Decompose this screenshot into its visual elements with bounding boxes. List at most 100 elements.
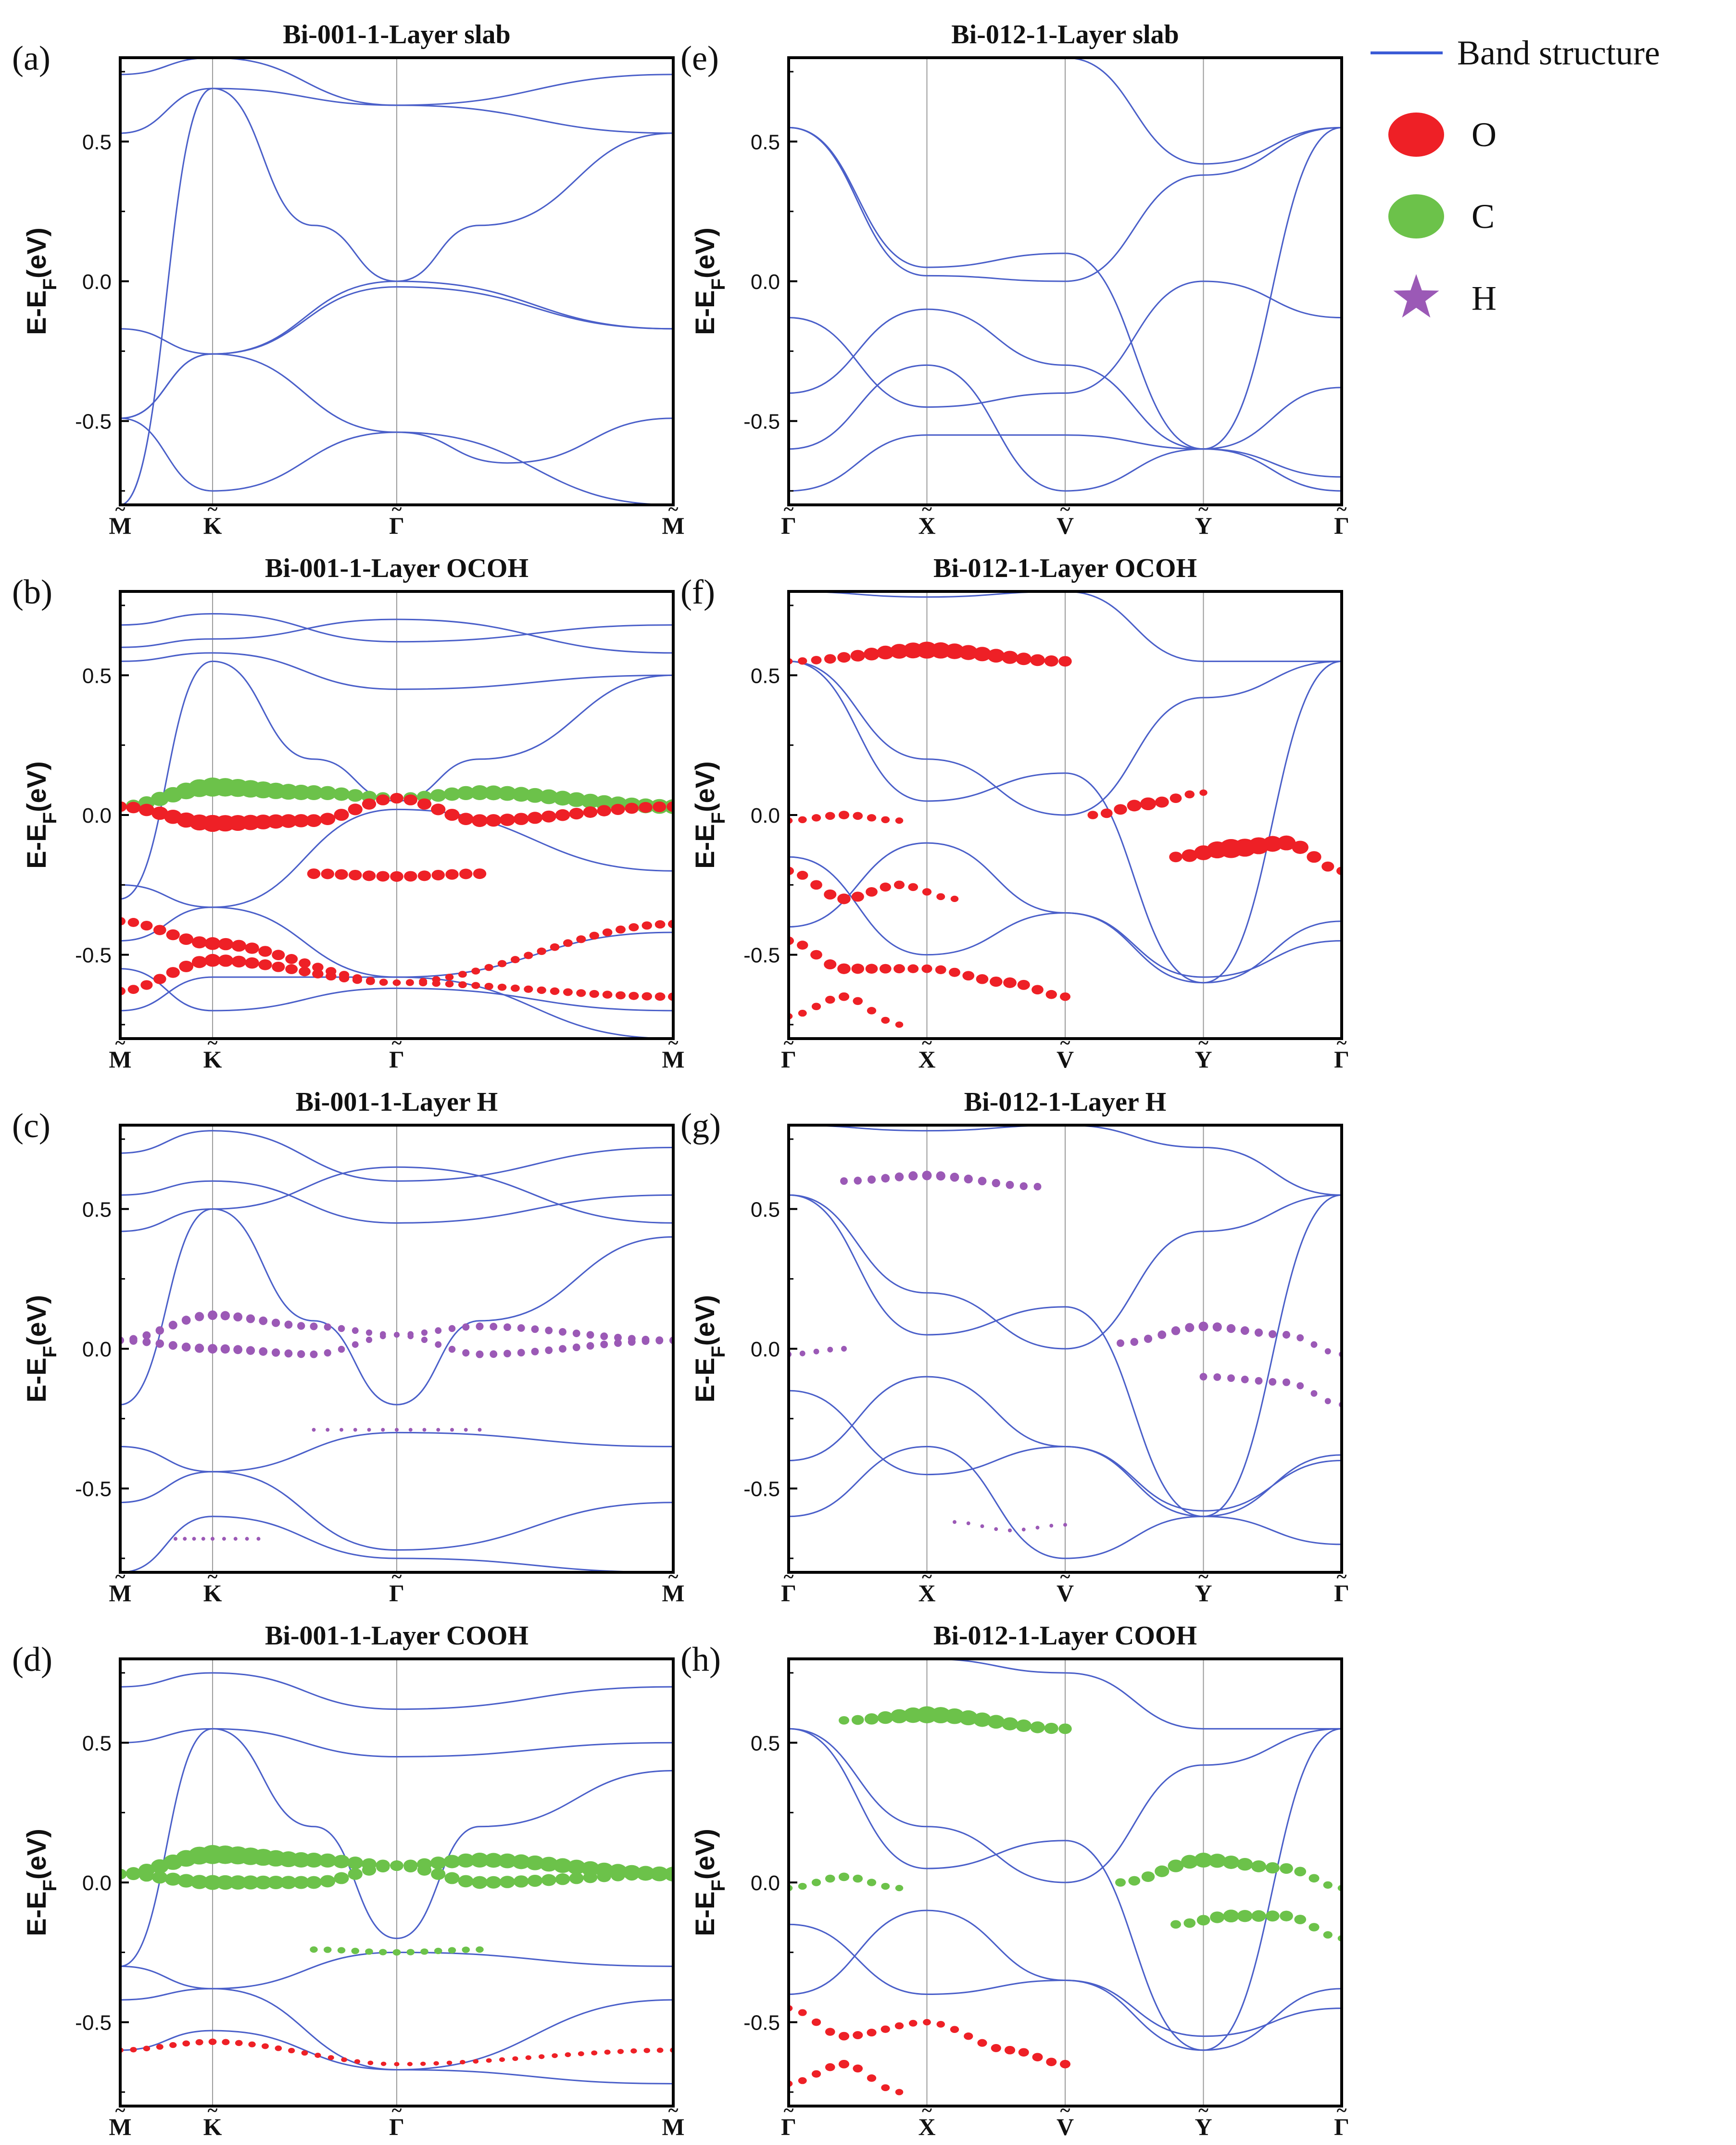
projection-O-marker bbox=[864, 648, 880, 661]
projection-H-marker bbox=[352, 1327, 359, 1334]
projection-H-marker bbox=[854, 1177, 862, 1185]
projection-O-marker bbox=[499, 814, 516, 826]
projection-O-marker bbox=[1058, 656, 1072, 667]
band-line bbox=[789, 434, 1342, 492]
y-tick-label: 0.0 bbox=[751, 804, 780, 828]
legend-item-c: C bbox=[1388, 194, 1495, 238]
plot-area bbox=[789, 1125, 1342, 1559]
panel-a: Bi-001-1-Layer slab (a) 0.5 0.0 -0.5 E-EF(eV)… bbox=[12, 20, 685, 539]
projection-C-marker bbox=[304, 1853, 323, 1868]
projection-O-marker bbox=[537, 947, 546, 955]
projection-O-marker bbox=[143, 2045, 151, 2052]
projection-H-marker bbox=[436, 1428, 440, 1432]
projection-C-marker bbox=[304, 785, 323, 800]
projection-H-marker bbox=[395, 1428, 399, 1432]
projection-H-marker bbox=[1049, 1524, 1054, 1528]
legend-circle-swatch bbox=[1388, 194, 1444, 238]
panel-d: Bi-001-1-Layer COOH (d) 0.5 0.0 -0.5 E-EF(eV)… bbox=[12, 1621, 685, 2140]
projection-O-marker bbox=[140, 921, 153, 931]
projection-O-marker bbox=[1184, 790, 1195, 799]
projection-O-marker bbox=[204, 954, 221, 967]
projection-H-marker bbox=[1227, 1374, 1235, 1382]
projection-O-marker bbox=[667, 801, 673, 812]
projection-C-marker bbox=[139, 1869, 154, 1882]
projection-O-marker bbox=[1018, 2048, 1029, 2057]
projection-O-marker bbox=[643, 2048, 650, 2053]
projection-O-marker bbox=[231, 955, 247, 968]
projection-C-marker bbox=[229, 1875, 247, 1890]
kpoint-tilde: ~ bbox=[668, 1566, 679, 1587]
projection-O-marker bbox=[576, 989, 586, 997]
band-line bbox=[120, 1951, 673, 1990]
projection-O-marker bbox=[471, 967, 480, 975]
y-axis-label: E-EF(eV) bbox=[21, 761, 61, 869]
projection-H-marker bbox=[379, 1333, 386, 1340]
legend-item-o: O bbox=[1388, 113, 1497, 157]
panel-h: Bi-012-1-Layer COOH (h) 0.5 0.0 -0.5 E-EF(eV)… bbox=[680, 1621, 1349, 2140]
projection-C-marker bbox=[417, 1864, 432, 1876]
projection-C-marker bbox=[444, 1872, 460, 1884]
kpoint-label: Γ bbox=[389, 2113, 404, 2140]
projection-H-marker bbox=[142, 1338, 151, 1346]
projection-H-marker bbox=[827, 1346, 833, 1353]
projection-O-marker bbox=[433, 2061, 439, 2066]
projection-C-marker bbox=[484, 1853, 503, 1868]
kpoint-tilde: ~ bbox=[1198, 498, 1208, 520]
projection-C-marker bbox=[403, 1861, 417, 1873]
projection-C-marker bbox=[567, 792, 586, 807]
projection-O-marker bbox=[262, 2043, 269, 2049]
projection-O-marker bbox=[272, 950, 285, 960]
projection-H-marker bbox=[220, 1311, 230, 1320]
projection-O-marker bbox=[394, 2062, 400, 2067]
projection-O-marker bbox=[1182, 849, 1198, 862]
kpoint-label: M bbox=[109, 512, 131, 539]
projection-O-marker bbox=[379, 979, 388, 986]
panel-title: Bi-001-1-Layer H bbox=[296, 1087, 498, 1117]
band-line bbox=[120, 1431, 673, 1473]
projection-O-marker bbox=[275, 2045, 282, 2051]
plot-area bbox=[120, 1130, 673, 1572]
y-tick-label: -0.5 bbox=[75, 2011, 112, 2035]
panel-letter: (e) bbox=[680, 39, 719, 77]
panels: Bi-001-1-Layer slab (a) 0.5 0.0 -0.5 E-EF(eV)… bbox=[12, 20, 1349, 2140]
projection-O-marker bbox=[191, 956, 207, 968]
projection-H-marker bbox=[531, 1325, 539, 1333]
y-tick-label: 0.0 bbox=[82, 1338, 112, 1361]
projection-O-marker bbox=[797, 870, 808, 880]
projection-C-marker bbox=[540, 789, 558, 804]
projection-H-marker bbox=[642, 1337, 650, 1345]
projection-C-marker bbox=[476, 1946, 484, 1953]
panel-c: Bi-001-1-Layer H(c)0.50.0-0.5E-EF(eV)M~K… bbox=[12, 1087, 685, 1606]
projection-C-marker bbox=[1237, 1910, 1253, 1922]
projection-H-marker bbox=[353, 1428, 357, 1432]
projection-H-marker bbox=[490, 1350, 498, 1358]
kpoint-tilde: ~ bbox=[392, 1566, 402, 1587]
kpoint-tilde: ~ bbox=[922, 1032, 932, 1054]
projection-O-marker bbox=[182, 2040, 190, 2047]
y-tick-label: -0.5 bbox=[743, 1478, 780, 1501]
y-tick-label: 0.5 bbox=[82, 1198, 112, 1221]
projection-H-marker bbox=[841, 1346, 847, 1352]
band-line bbox=[120, 88, 673, 134]
projection-O-marker bbox=[837, 652, 851, 663]
projection-C-marker bbox=[484, 785, 503, 801]
projection-C-marker bbox=[1194, 1853, 1213, 1868]
projection-O-marker bbox=[867, 2029, 877, 2037]
projection-O-marker bbox=[583, 806, 598, 818]
projection-O-marker bbox=[825, 812, 835, 820]
projection-O-marker bbox=[307, 868, 321, 879]
projection-C-marker bbox=[406, 1949, 415, 1956]
projection-O-marker bbox=[166, 967, 180, 978]
projection-C-marker bbox=[337, 1947, 346, 1954]
projection-O-marker bbox=[894, 880, 905, 890]
band-line bbox=[789, 1659, 1342, 1730]
projection-O-marker bbox=[1060, 2060, 1070, 2069]
projection-C-marker bbox=[1280, 1863, 1293, 1874]
projection-H-marker bbox=[421, 1336, 428, 1343]
projection-C-marker bbox=[1223, 1909, 1239, 1922]
projection-O-marker bbox=[798, 816, 807, 823]
projection-C-marker bbox=[203, 1875, 222, 1890]
projection-H-marker bbox=[129, 1337, 138, 1345]
projection-H-marker bbox=[840, 1177, 848, 1185]
band-line bbox=[120, 808, 673, 908]
